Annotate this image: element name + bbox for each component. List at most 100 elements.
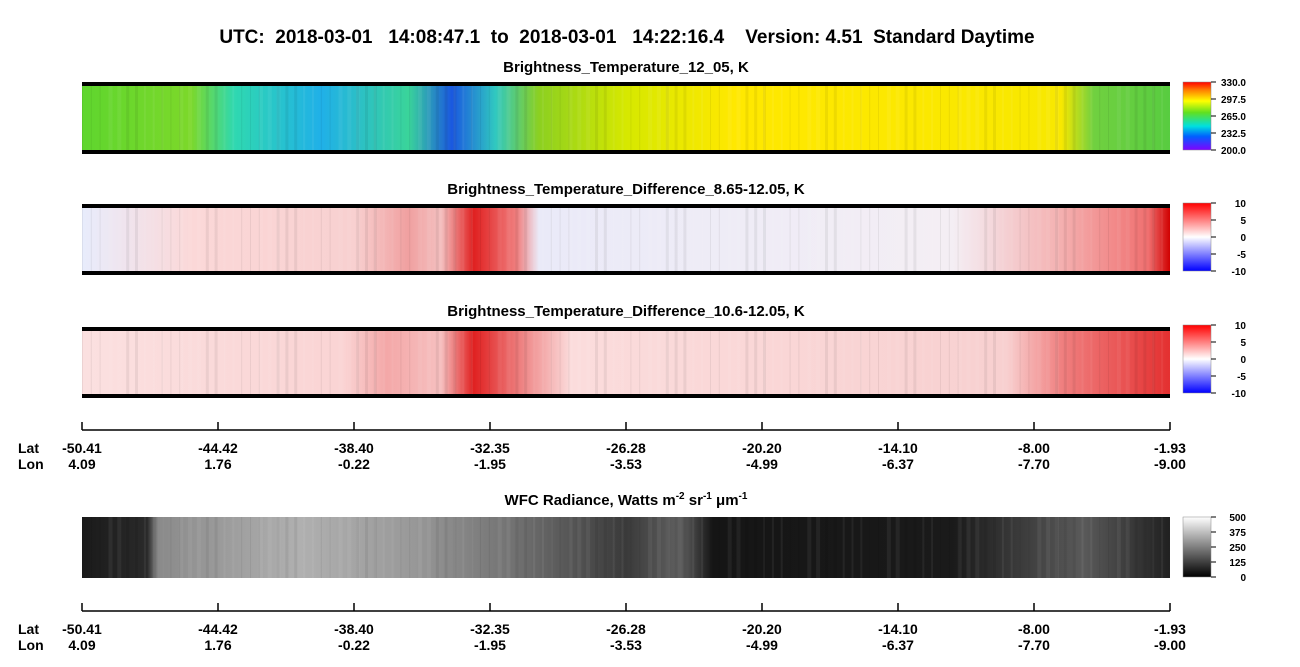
colorbar-label: 5 (1240, 338, 1246, 349)
lat-value: -50.41 (62, 621, 102, 637)
streak (922, 206, 925, 273)
streak (1090, 329, 1093, 396)
streak (170, 329, 172, 396)
streak (541, 84, 544, 152)
streak (497, 517, 502, 578)
streak (241, 517, 243, 578)
streak (471, 206, 473, 273)
panel-title: WFC Radiance, Watts m-2 sr-1 μm-1 (505, 491, 748, 509)
streak (356, 84, 361, 152)
streak (400, 84, 402, 152)
streak (311, 329, 314, 396)
streak (1143, 84, 1147, 152)
streak (400, 329, 402, 396)
title-part: -1 (703, 491, 712, 502)
colorbar (1182, 81, 1212, 151)
streak (1108, 206, 1109, 273)
streak (143, 84, 146, 152)
lon-value: -1.95 (474, 456, 506, 472)
streak (1161, 329, 1164, 396)
streak (895, 84, 900, 152)
streak (409, 517, 411, 578)
streak (674, 206, 678, 273)
streak (82, 206, 83, 273)
streak (550, 517, 552, 578)
colorbar-label: 125 (1229, 558, 1246, 569)
streak (957, 517, 962, 578)
streak (258, 206, 263, 273)
streak (391, 329, 394, 396)
streak (170, 206, 172, 273)
lat-label: Lat (18, 440, 39, 456)
streak (480, 517, 481, 578)
streak (736, 329, 741, 396)
streak (170, 517, 172, 578)
streak (763, 206, 766, 273)
streak (338, 206, 343, 273)
lon-label: Lon (18, 637, 44, 653)
streak (1046, 206, 1051, 273)
colorbar-label: 500 (1229, 513, 1246, 524)
streak (320, 206, 322, 273)
streak (1055, 84, 1058, 152)
lon-value: -6.37 (882, 637, 914, 653)
streak (665, 517, 669, 578)
streak (453, 329, 456, 396)
streak (435, 206, 439, 273)
streak (559, 329, 561, 396)
colorbar-label: 232.5 (1221, 129, 1246, 140)
streak (82, 329, 83, 396)
streak (426, 517, 431, 578)
streak (727, 517, 732, 578)
streak (1090, 84, 1093, 152)
streak (780, 206, 783, 273)
streak (223, 206, 226, 273)
streak (1072, 329, 1076, 396)
streak (258, 84, 263, 152)
streak (356, 329, 361, 396)
streak (913, 517, 917, 578)
streak (426, 206, 431, 273)
streak (878, 84, 879, 152)
streak (453, 84, 456, 152)
streak (117, 84, 122, 152)
streak (1169, 84, 1172, 152)
streak (630, 206, 632, 273)
streak (524, 206, 528, 273)
main-title: UTC: 2018-03-01 14:08:47.1 to 2018-03-01… (219, 27, 1034, 48)
streak (754, 329, 758, 396)
streak (214, 84, 218, 152)
streak (214, 329, 218, 396)
streak (338, 517, 343, 578)
streak (356, 329, 360, 396)
streak (409, 206, 411, 273)
streak (656, 329, 661, 396)
streak (1161, 84, 1164, 152)
streak (1001, 329, 1004, 396)
streak (1010, 206, 1013, 273)
colorbar-label: 0 (1240, 233, 1246, 244)
streak (276, 84, 281, 152)
streak (550, 206, 553, 273)
streak (444, 329, 448, 396)
streak (471, 206, 474, 273)
streak (480, 329, 481, 396)
streak (603, 206, 607, 273)
streak (833, 329, 837, 396)
streak (418, 517, 423, 578)
streak (462, 84, 465, 152)
streak (135, 517, 138, 578)
streak (320, 84, 322, 152)
streak (966, 206, 971, 273)
title-part: μm (712, 492, 739, 509)
streak (718, 517, 720, 578)
streak (993, 329, 996, 396)
streak (276, 206, 280, 273)
streak (1055, 206, 1058, 273)
streak (789, 206, 791, 273)
streak (1099, 329, 1101, 396)
streak (223, 517, 226, 578)
streak (347, 329, 352, 396)
streak (807, 84, 812, 152)
streak (807, 517, 812, 578)
